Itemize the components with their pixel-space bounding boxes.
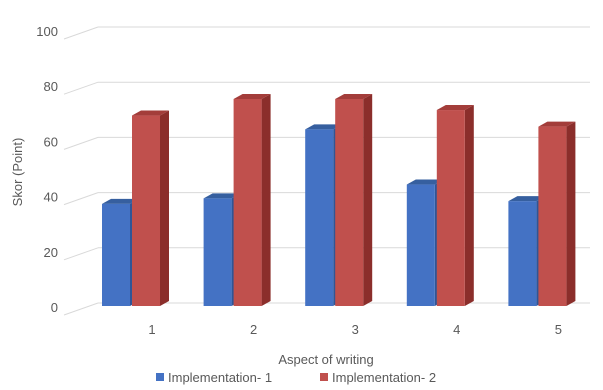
legend-swatch-implementation-1 (156, 373, 164, 381)
bar-front (538, 126, 567, 306)
y-tick-label: 60 (44, 134, 58, 149)
bar-top (203, 193, 241, 199)
bar-2-cat-5 (538, 121, 576, 306)
y-tick-label: 100 (36, 24, 58, 39)
bar-side (160, 110, 169, 306)
legend-label-implementation-1: Implementation- 1 (168, 370, 272, 385)
bar-front (132, 115, 160, 306)
bar-2-cat-1 (132, 110, 169, 306)
y-tick-label: 0 (51, 300, 58, 315)
bar-top (406, 179, 444, 185)
bar-front (305, 129, 334, 306)
bar-top (436, 105, 474, 111)
bar-top (132, 110, 169, 116)
y-tick-label: 80 (44, 79, 58, 94)
bar-top (335, 94, 373, 99)
y-axis-title: Skor (Point) (10, 138, 25, 207)
bar-front (508, 201, 537, 306)
bar-front (102, 203, 130, 306)
gridline-diagonal (63, 81, 99, 95)
bar-top (233, 94, 271, 99)
bar-front (335, 99, 364, 306)
y-axis-ticks: 0 20 40 60 80 100 (36, 24, 58, 315)
bar-front (233, 99, 262, 306)
bar-top (305, 124, 343, 130)
bar-2-cat-4 (436, 105, 474, 306)
bar-top (538, 121, 576, 127)
gridline-diagonal (63, 302, 99, 316)
y-tick-label: 40 (44, 190, 58, 205)
bar-front (406, 184, 435, 306)
x-axis-ticks: 1 2 3 4 5 (148, 322, 562, 337)
gridline-diagonal (63, 136, 99, 150)
bar-front (203, 198, 232, 306)
y-tick-label: 20 (44, 245, 58, 260)
x-axis-title: Aspect of writing (278, 352, 373, 367)
x-tick-label: 3 (352, 322, 359, 337)
legend-swatch-implementation-2 (320, 373, 328, 381)
bar-2-cat-2 (233, 94, 271, 306)
gridline-diagonal (63, 192, 99, 206)
bar-side (363, 94, 373, 306)
bar-front (436, 110, 465, 306)
x-tick-label: 1 (148, 322, 155, 337)
bar-top (508, 196, 546, 202)
gridline-diagonal (63, 247, 99, 261)
x-tick-label: 4 (453, 322, 460, 337)
legend: Implementation- 1 Implementation- 2 (156, 370, 436, 385)
x-tick-label: 2 (250, 322, 257, 337)
gridline-diagonal (63, 26, 99, 40)
bar-side (464, 105, 474, 306)
bars (102, 94, 576, 306)
legend-label-implementation-2: Implementation- 2 (332, 370, 436, 385)
x-tick-label: 5 (555, 322, 562, 337)
bar-top (102, 198, 139, 204)
bar-side (261, 94, 271, 306)
bar-side (566, 121, 576, 306)
bar-2-cat-3 (335, 94, 373, 306)
